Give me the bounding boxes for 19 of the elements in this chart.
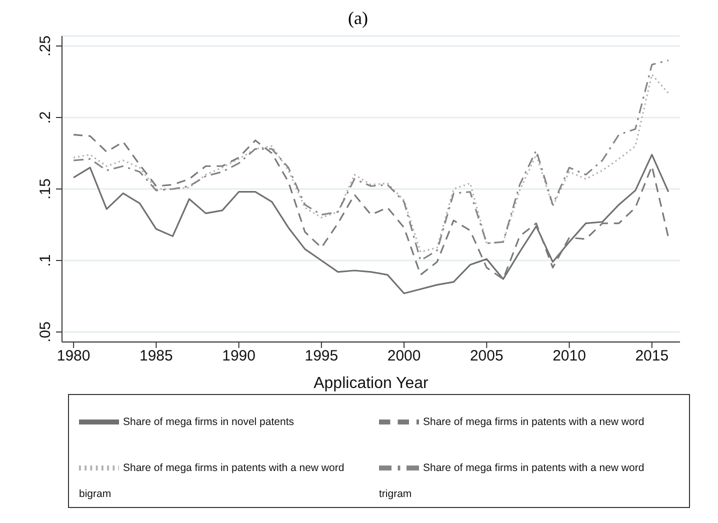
x-axis-title: Application Year xyxy=(314,375,430,392)
x-tick-label: 2010 xyxy=(552,348,586,365)
x-tick-label: 1980 xyxy=(56,348,90,365)
legend-label: Share of mega firms in novel patents xyxy=(123,416,294,428)
x-tick-label: 1995 xyxy=(304,348,338,365)
x-tick-label: 2005 xyxy=(470,348,504,365)
text: Share of mega firms in patents with a new word bigram xyxy=(79,462,344,500)
x-tick-label: 1990 xyxy=(222,348,256,365)
chart-title: (a) xyxy=(347,8,369,28)
x-tick-label: 2015 xyxy=(635,348,669,365)
y-tick-label: .1 xyxy=(37,254,54,267)
y-tick-label: .2 xyxy=(37,111,54,124)
legend-label: Share of mega firms in patents with a new word xyxy=(423,416,644,428)
y-tick-label: .05 xyxy=(37,322,54,342)
x-tick-label: 1985 xyxy=(140,348,173,365)
text: Share of mega firms in patents with a new word trigram xyxy=(379,462,644,500)
y-tick-label: .15 xyxy=(37,178,54,200)
x-tick-label: 2000 xyxy=(387,348,421,365)
y-tick-label: .25 xyxy=(37,36,54,56)
